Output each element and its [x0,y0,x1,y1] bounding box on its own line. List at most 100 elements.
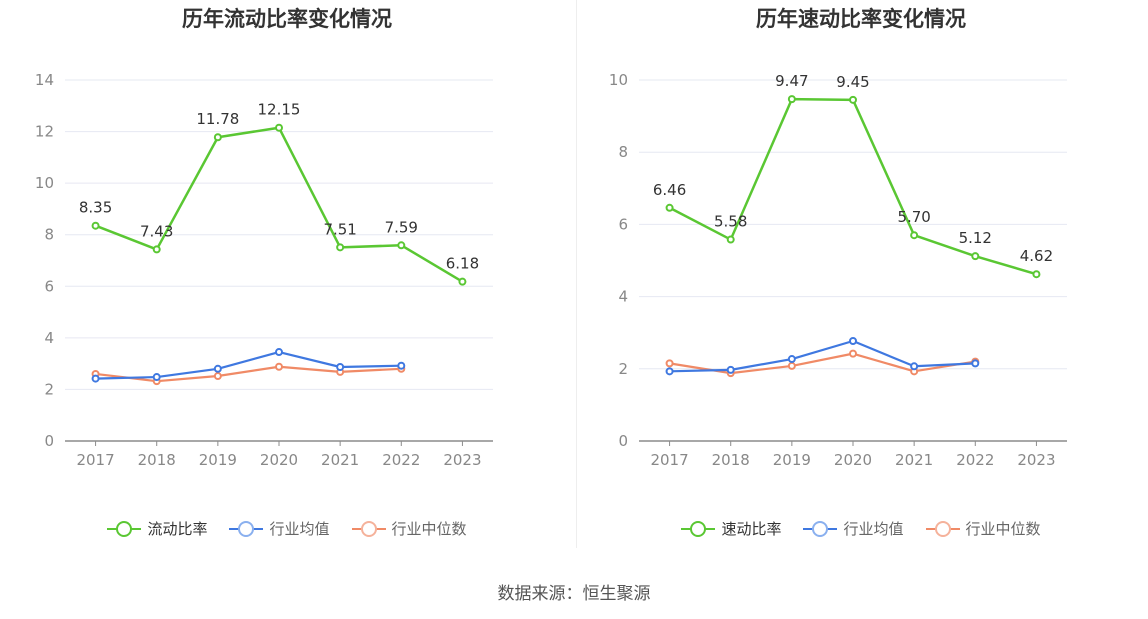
y-tick-label: 12 [35,123,54,141]
data-label: 12.15 [258,101,301,119]
data-point [213,372,222,381]
data-point [152,245,161,254]
x-tick-label: 2023 [443,451,481,469]
legend-label: 行业均值 [269,520,330,538]
data-label: 6.46 [653,181,686,199]
legend-line-icon [107,520,142,537]
legend-line-icon [803,520,838,537]
series-line [669,352,976,375]
current-ratio-chart: 0 2 4 6 8 10 12 14 2017 2018 2019 2020 2021 2022 2023 8… [35,71,493,469]
data-point [213,364,222,373]
data-label: 5.70 [897,208,930,226]
data-point [910,362,919,371]
data-point [971,359,980,368]
series-line [95,350,402,380]
data-point [787,95,796,104]
legend-label: 速动比率 [721,520,782,538]
data-point [336,243,345,252]
legend-label: 行业中位数 [965,520,1041,538]
legend-item-industry-average[interactable]: 行业均值 [803,518,904,539]
data-label: 8.35 [79,199,112,217]
legend-line-icon [681,520,716,537]
x-tick-label: 2020 [260,451,298,469]
x-tick-label: 2019 [773,451,811,469]
legend-line-icon [229,520,264,537]
data-label: 9.45 [836,73,869,91]
data-point [275,348,283,357]
data-label: 4.62 [1020,247,1053,265]
series-line [669,339,976,373]
data-point [213,133,222,142]
data-point [787,361,796,370]
data-label: 7.59 [385,218,418,236]
data-point [152,373,161,382]
data-point [458,277,467,286]
data-point [336,362,345,371]
y-tick-label: 6 [618,215,628,233]
data-point [787,355,796,364]
series-line [95,365,402,383]
data-point [275,123,283,132]
data-point [665,203,674,212]
data-label: 6.18 [446,255,479,273]
data-label: 7.51 [323,220,356,238]
y-tick-label: 0 [618,432,628,450]
y-tick-label: 2 [44,380,54,398]
y-tick-label: 10 [35,174,54,192]
y-tick-label: 4 [44,329,54,347]
y-tick-label: 6 [44,277,54,295]
chart-legend: 流动比率 行业均值 行业中位数 [0,518,574,539]
x-tick-label: 2017 [650,451,688,469]
data-label: 7.43 [140,222,173,240]
y-tick-label: 8 [618,143,628,161]
legend-item-industry-average[interactable]: 行业均值 [229,518,330,539]
data-label: 9.47 [775,72,808,90]
x-tick-label: 2023 [1017,451,1055,469]
y-tick-label: 4 [618,288,628,306]
data-source-note: 数据来源：恒生聚源 [497,584,651,604]
quick-ratio-chart: 0 2 4 6 8 10 2017 2018 2019 2020 2021 2022 2023 6.46 5… [609,71,1067,469]
x-tick-label: 2017 [76,451,114,469]
data-point [665,367,674,376]
y-tick-label: 10 [609,71,628,89]
legend-item-quick-ratio[interactable]: 速动比率 [681,518,781,539]
data-point [275,362,283,371]
legend-label: 行业均值 [843,520,904,538]
legend-item-industry-median[interactable]: 行业中位数 [351,518,467,539]
data-point [1032,270,1041,279]
data-point [397,361,406,370]
data-point [849,95,857,104]
data-point [849,349,857,358]
x-tick-label: 2021 [895,451,933,469]
data-point [397,241,406,250]
data-point [849,337,857,346]
y-tick-label: 14 [35,71,54,89]
x-tick-label: 2018 [712,451,750,469]
quick-ratio-chart-panel: 历年速动比率变化情况 0 2 4 6 8 10 2017 2018 2019 2020 2021 20… [574,0,1148,560]
data-label: 11.78 [196,110,239,128]
data-point [971,252,980,261]
x-tick-label: 2022 [382,451,420,469]
data-point [910,231,919,240]
chart-title: 历年速动比率变化情况 [756,7,966,31]
legend-item-current-ratio[interactable]: 流动比率 [107,518,207,539]
series-line [95,126,464,283]
x-tick-label: 2022 [956,451,994,469]
data-label: 5.12 [959,229,992,247]
legend-label: 流动比率 [147,520,208,538]
chart-legend: 速动比率 行业均值 行业中位数 [574,518,1148,539]
panel-divider [576,0,577,548]
legend-line-icon [351,520,386,537]
chart-title: 历年流动比率变化情况 [182,7,392,31]
data-point [91,374,100,383]
data-label: 5.58 [714,213,747,231]
x-tick-label: 2018 [138,451,176,469]
legend-item-industry-median[interactable]: 行业中位数 [925,518,1041,539]
data-point [91,221,100,230]
data-point [665,359,674,368]
series-line [668,97,1037,276]
x-tick-label: 2019 [199,451,237,469]
data-point [726,365,735,374]
y-tick-label: 8 [44,226,54,244]
legend-line-icon [925,520,960,537]
